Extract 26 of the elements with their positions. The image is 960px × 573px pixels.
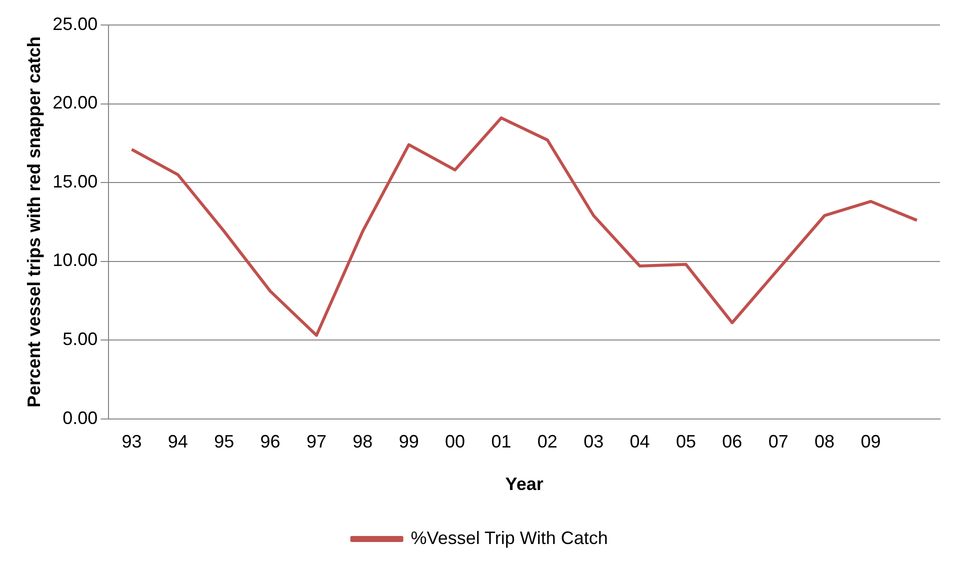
y-axis-title: Percent vessel trips with red snapper catch [24, 36, 44, 408]
x-tick-label: 08 [814, 432, 835, 452]
x-tick-label: 98 [352, 432, 373, 452]
y-tick-label: 25.00 [52, 14, 98, 34]
x-tick-label: 94 [168, 432, 188, 452]
x-tick-label: 99 [398, 432, 419, 452]
x-tick-label: 02 [537, 432, 558, 452]
x-tick-label: 95 [214, 432, 234, 452]
x-tick-label: 96 [260, 432, 280, 452]
y-tick-label: 0.00 [62, 408, 98, 428]
x-tick-label: 06 [722, 432, 742, 452]
x-tick-label: 03 [584, 432, 604, 452]
x-tick-label: 05 [676, 432, 696, 452]
x-tick-label: 07 [768, 432, 788, 452]
x-tick-label: 97 [306, 432, 326, 452]
x-tick-label: 01 [491, 432, 512, 452]
x-tick-label: 00 [445, 432, 466, 452]
y-tick-label: 20.00 [52, 92, 98, 113]
y-tick-label: 15.00 [52, 171, 98, 192]
y-tick-label: 10.00 [52, 250, 98, 270]
x-tick-label: 09 [860, 432, 881, 452]
legend-label: %Vessel Trip With Catch [410, 528, 608, 548]
y-tick-label: 5.00 [62, 329, 98, 350]
x-axis-title: Year [505, 474, 544, 494]
x-tick-label: 93 [122, 432, 142, 452]
x-tick-label: 04 [630, 432, 650, 452]
